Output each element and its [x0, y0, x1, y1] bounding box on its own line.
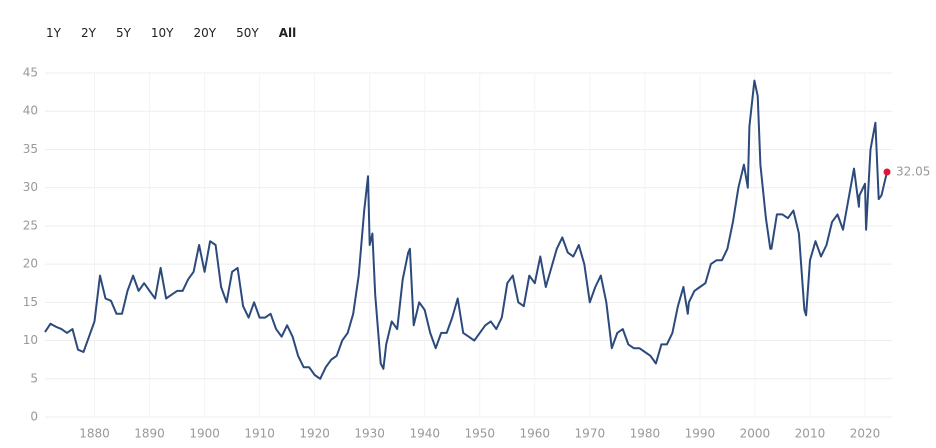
x-tick-label: 1950 [464, 427, 495, 441]
x-tick-label: 1990 [685, 427, 716, 441]
line [44, 79, 888, 380]
range-button[interactable]: 50Y [236, 26, 259, 40]
y-tick-label: 5 [30, 371, 38, 385]
range-button[interactable]: 2Y [80, 26, 96, 40]
y-tick-label: 40 [23, 104, 38, 118]
x-tick-label: 2000 [740, 427, 771, 441]
x-tick-label: 1970 [575, 427, 606, 441]
x-tick-label: 1900 [189, 427, 220, 441]
range-button[interactable]: 1Y [46, 26, 61, 40]
x-tick-label: 2020 [850, 427, 881, 441]
x-tick-label: 1910 [244, 427, 275, 441]
range-buttons: 1Y 2Y 5Y 10Y 20Y 50Y All [40, 22, 310, 44]
x-tick-label: 1930 [354, 427, 385, 441]
y-tick-label: 0 [30, 410, 38, 424]
range-button[interactable]: 5Y [115, 26, 131, 40]
y-tick-label: 20 [23, 257, 38, 271]
x-tick-label: 1960 [520, 427, 551, 441]
x-tick-label: 1880 [79, 427, 110, 441]
x-tick-label: 1920 [299, 427, 330, 441]
x-tick-label: 1980 [630, 427, 661, 441]
y-tick-label: 30 [23, 180, 38, 194]
x-tick-label: 1940 [409, 427, 440, 441]
last-value-label: 32.05 [896, 164, 930, 178]
y-tick-label: 35 [23, 142, 38, 156]
range-button[interactable]: 20Y [193, 26, 217, 40]
x-tick-label: 2010 [795, 427, 826, 441]
x-tick-label: 1890 [134, 427, 165, 441]
range-button[interactable]: 10Y [150, 26, 174, 40]
y-tick-label: 25 [23, 218, 38, 232]
y-tick-label: 45 [23, 66, 38, 80]
last-point [883, 168, 891, 176]
range-button[interactable]: All [278, 26, 297, 40]
y-tick-label: 15 [23, 295, 38, 309]
y-tick-label: 10 [23, 333, 38, 347]
